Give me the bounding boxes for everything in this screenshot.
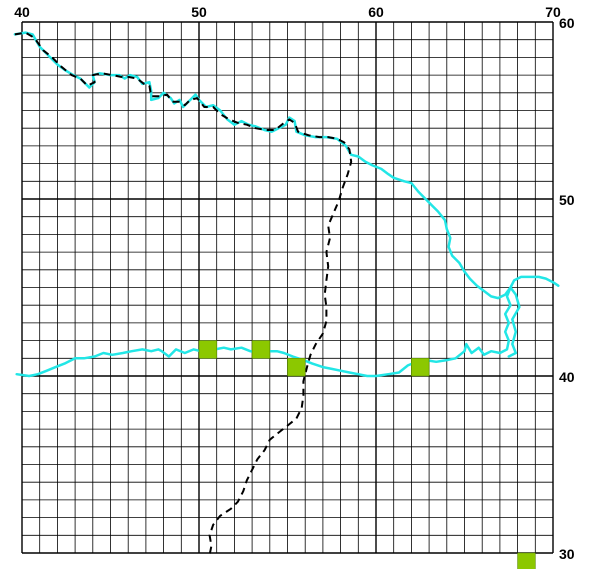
y-tick-label: 50 <box>559 192 575 208</box>
marker-square <box>517 552 536 569</box>
x-tick-label: 60 <box>368 4 384 20</box>
river-east <box>15 286 512 378</box>
y-tick-label: 40 <box>559 369 575 385</box>
river-east-loop <box>507 286 521 358</box>
x-tick-label: 40 <box>14 4 30 20</box>
grid-lines <box>21 21 554 554</box>
x-tick-label: 50 <box>191 4 207 20</box>
y-tick-label: 60 <box>559 15 575 31</box>
marker-square <box>411 357 430 377</box>
x-tick-label: 70 <box>545 4 561 20</box>
rivers <box>13 31 560 378</box>
river-north <box>13 31 560 300</box>
border-line <box>14 31 353 555</box>
y-tick-label: 30 <box>559 546 575 562</box>
markers <box>198 340 536 569</box>
marker-square <box>287 357 306 377</box>
marker-square <box>251 340 271 359</box>
marker-square <box>198 340 218 359</box>
